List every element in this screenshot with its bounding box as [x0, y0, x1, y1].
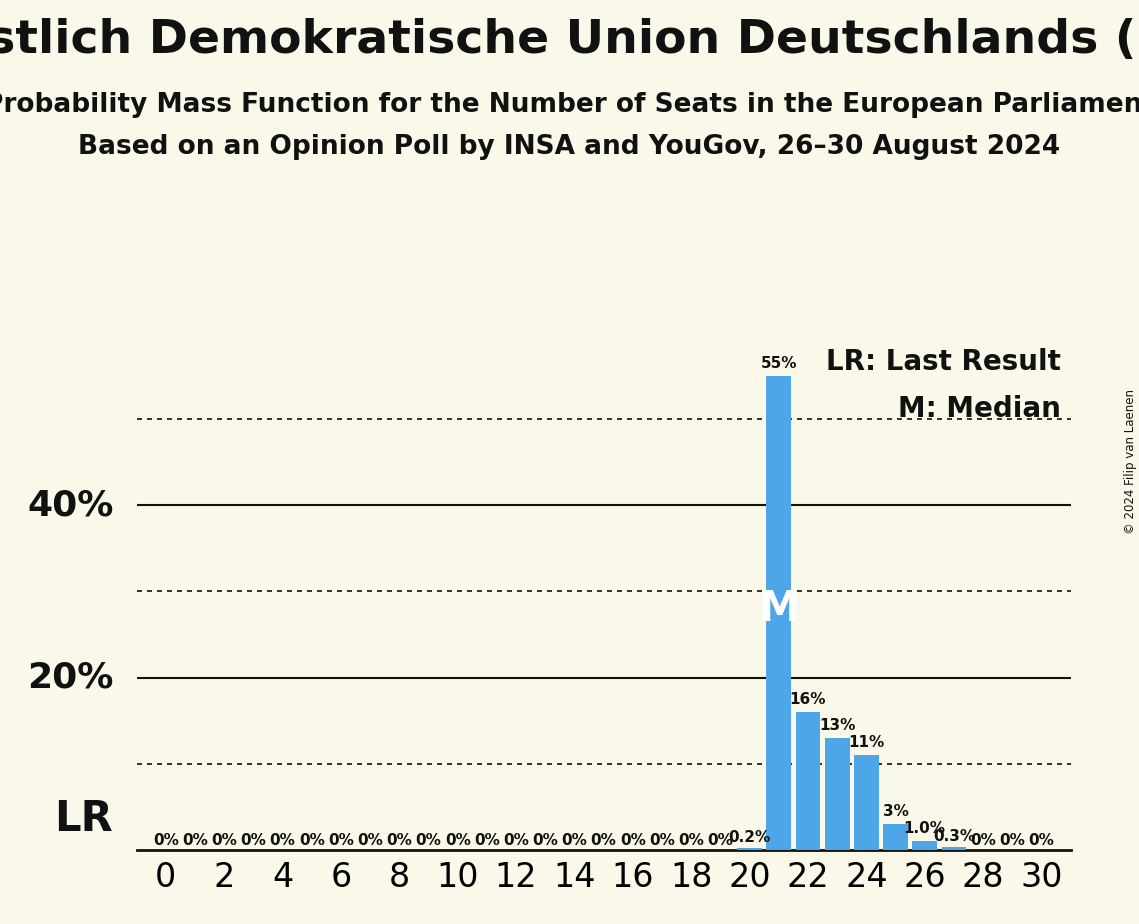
Text: LR: Last Result: LR: Last Result — [827, 348, 1062, 376]
Bar — [737, 848, 762, 850]
Text: 0%: 0% — [445, 833, 470, 848]
Text: 0%: 0% — [620, 833, 646, 848]
Text: 20%: 20% — [27, 661, 114, 695]
Text: M: Median: M: Median — [899, 395, 1062, 423]
Text: 0%: 0% — [153, 833, 179, 848]
Bar — [795, 712, 820, 850]
Text: Probability Mass Function for the Number of Seats in the European Parliament: Probability Mass Function for the Number… — [0, 92, 1139, 118]
Text: 0%: 0% — [298, 833, 325, 848]
Bar — [883, 824, 908, 850]
Bar — [825, 738, 850, 850]
Text: 3%: 3% — [883, 804, 909, 819]
Text: 0.3%: 0.3% — [933, 829, 975, 844]
Text: 0%: 0% — [679, 833, 704, 848]
Text: 0.2%: 0.2% — [729, 830, 771, 845]
Text: 0%: 0% — [503, 833, 528, 848]
Text: 0%: 0% — [532, 833, 558, 848]
Text: 0%: 0% — [212, 833, 237, 848]
Text: 16%: 16% — [789, 692, 826, 707]
Text: 13%: 13% — [819, 718, 855, 733]
Text: Christlich Demokratische Union Deutschlands (EPP): Christlich Demokratische Union Deutschla… — [0, 18, 1139, 64]
Text: 0%: 0% — [999, 833, 1025, 848]
Text: 40%: 40% — [27, 488, 114, 522]
Text: M: M — [759, 588, 800, 629]
Text: 0%: 0% — [970, 833, 995, 848]
Text: 0%: 0% — [474, 833, 500, 848]
Text: 0%: 0% — [649, 833, 675, 848]
Text: Based on an Opinion Poll by INSA and YouGov, 26–30 August 2024: Based on an Opinion Poll by INSA and You… — [79, 134, 1060, 160]
Text: 0%: 0% — [416, 833, 442, 848]
Text: LR: LR — [55, 798, 114, 840]
Bar — [912, 842, 937, 850]
Bar — [942, 847, 966, 850]
Text: 1.0%: 1.0% — [903, 821, 945, 836]
Text: 0%: 0% — [240, 833, 267, 848]
Text: 0%: 0% — [328, 833, 354, 848]
Text: 0%: 0% — [591, 833, 616, 848]
Text: © 2024 Filip van Laenen: © 2024 Filip van Laenen — [1124, 390, 1137, 534]
Text: 0%: 0% — [270, 833, 295, 848]
Text: 55%: 55% — [761, 356, 797, 371]
Text: 0%: 0% — [386, 833, 412, 848]
Text: 0%: 0% — [707, 833, 734, 848]
Text: 0%: 0% — [182, 833, 208, 848]
Text: 11%: 11% — [849, 735, 885, 750]
Text: 0%: 0% — [562, 833, 588, 848]
Text: 0%: 0% — [1029, 833, 1055, 848]
Bar — [767, 376, 792, 850]
Bar — [854, 755, 879, 850]
Text: 0%: 0% — [358, 833, 383, 848]
